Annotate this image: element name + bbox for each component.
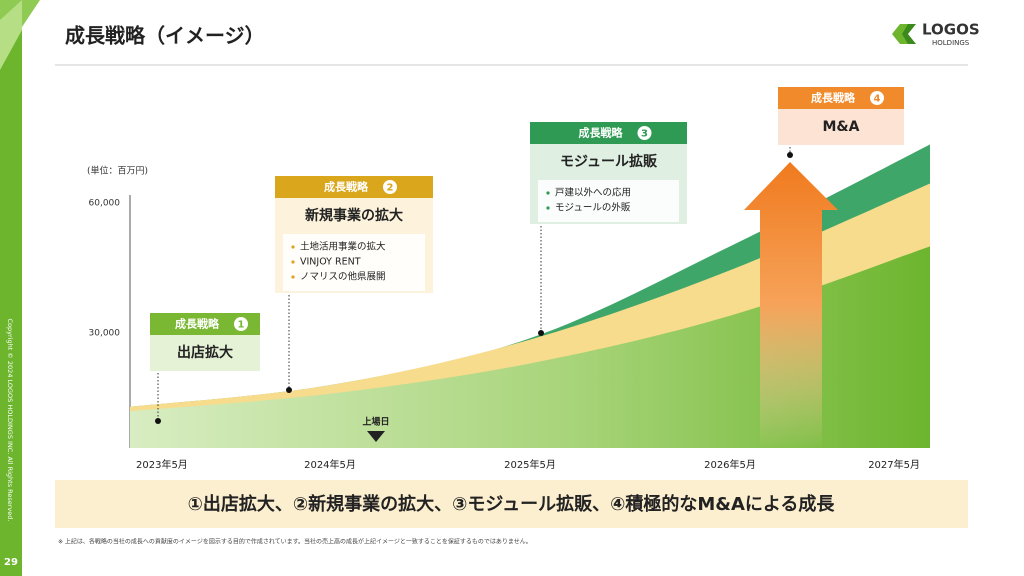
badge-number: 1 [238,320,245,331]
x-tick-label: 2024年5月 [304,458,356,471]
badge-number: 2 [387,183,394,194]
callout-header-text: 成長戦略 [324,180,369,194]
callout-item: ノマリスの他県展開 [300,271,386,283]
leader-dot [155,418,161,424]
title: 成長戦略（イメージ） [65,24,265,48]
leader-dot [787,152,793,158]
banner-bg [55,480,968,528]
page-number: 29 [4,557,18,568]
leader-dot [538,330,544,336]
bullet [546,206,550,210]
logo-sub: HOLDINGS [932,39,970,47]
marker [367,431,385,442]
item-box [538,180,679,222]
x-tick-label: 2023年5月 [136,458,188,471]
callout-item: 土地活用事業の拡大 [300,241,386,253]
callout-header [150,313,260,335]
side-strip [0,0,22,576]
badge [870,91,884,105]
callout-header [778,87,904,109]
y-tick-label: 60,000 [89,199,121,209]
callout-title: 出店拡大 [177,344,233,361]
badge-number: 3 [641,129,648,140]
callout-body [778,109,904,145]
bullet [546,191,550,195]
bullet [291,260,295,264]
growth-arrow [744,162,838,450]
badge [234,317,248,331]
callout-body [150,335,260,371]
bullet [291,275,295,279]
logo-mark [902,24,916,44]
callout-item: 戸建以外への応用 [555,187,631,199]
x-tick-label: 2026年5月 [704,458,756,471]
bullet [291,245,295,249]
corner-deco [0,0,22,70]
callout-header-text: 成長戦略 [579,126,624,140]
area [130,246,930,448]
callout-title: 新規事業の拡大 [305,207,403,224]
unit-label: (単位：百万円) [87,165,148,177]
badge [637,126,652,140]
y-tick-label: 30,000 [89,329,121,339]
x-tick-label: 2025年5月 [504,458,556,471]
callout-title: M&A [823,119,860,135]
banner: ①出店拡大、②新規事業の拡大、③モジュール拡販、④積極的なM&Aによる成長 [188,493,836,515]
callout-item: モジュールの外販 [555,202,631,214]
badge-number: 4 [874,94,881,105]
item-box [283,234,425,291]
badge [383,180,397,194]
leader-dot [286,387,292,393]
callout-header-text: 成長戦略 [175,317,220,331]
footnote: ※ 上記は、各戦略の当社の成長への貢献度のイメージを図示する目的で作成されていま… [58,538,532,546]
logo-name: LOGOS [922,21,980,39]
callout-title: モジュール拡販 [560,153,658,170]
annotation: 上場日 [362,416,389,428]
callout-item: VINJOY RENT [300,257,361,268]
copyright: Copyright © 2024 LOGOS HOLDINGS INC. All… [6,319,14,522]
x-tick-label: 2027年5月 [868,458,920,471]
callout-header-text: 成長戦略 [811,91,856,105]
